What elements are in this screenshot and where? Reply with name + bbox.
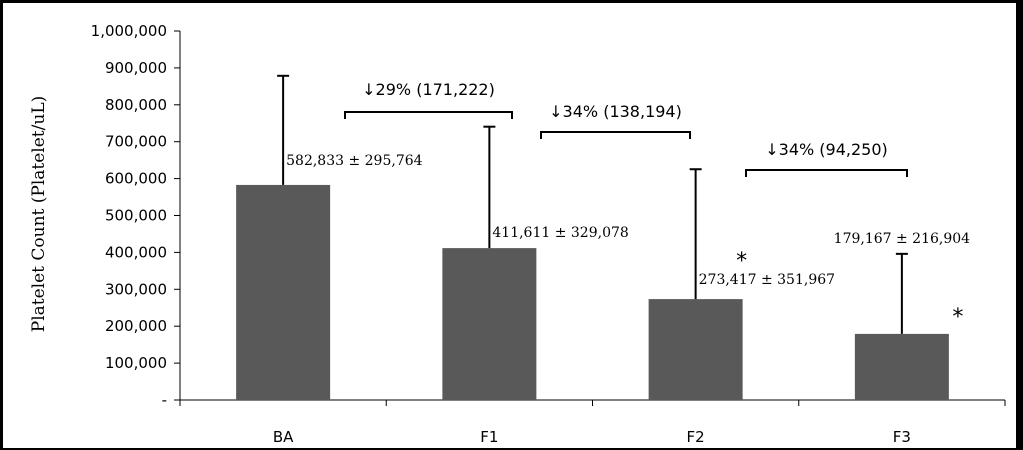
bars — [236, 184, 949, 400]
error-bars — [277, 74, 908, 334]
data-label: 582,833 ± 295,764 — [286, 153, 423, 169]
x-tick-label: F3 — [893, 428, 911, 446]
y-tick-label: 500,000 — [105, 207, 167, 225]
x-tick-label: BA — [273, 428, 294, 446]
y-axis-title: Platelet Count (Platelet/uL) — [29, 96, 49, 332]
y-tick-label: 400,000 — [105, 243, 167, 261]
data-label: 411,611 ± 329,078 — [492, 225, 628, 241]
y-tick-label: 600,000 — [105, 170, 167, 188]
data-label: 273,417 ± 351,967 — [699, 272, 835, 288]
y-tick-label: 300,000 — [105, 280, 167, 298]
bar — [648, 299, 743, 400]
data-labels: 582,833 ± 295,764 411,611 ± 329,078 273,41… — [286, 153, 970, 330]
comparison-label: ↓29% (171,222) — [362, 80, 495, 99]
x-tick-label: F1 — [480, 428, 498, 446]
y-tick-label: 100,000 — [105, 354, 167, 372]
y-tick-label: 1,000,000 — [91, 22, 167, 40]
data-label: 179,167 ± 216,904 — [834, 231, 971, 247]
comparison-label: ↓34% (94,250) — [765, 140, 888, 159]
x-axis: BA F1 F2 F3 — [179, 399, 1006, 446]
y-tick-label: - — [162, 391, 167, 409]
y-tick-label: 200,000 — [105, 317, 167, 335]
bar — [236, 184, 331, 400]
x-tick-label: F2 — [687, 428, 705, 446]
significance-star: * — [736, 249, 747, 274]
y-tick-label: 900,000 — [105, 59, 167, 77]
y-axis: - 100,000 200,000 300,000 400,000 500,000 600,… — [91, 22, 181, 409]
comparison-bracket — [745, 169, 908, 177]
comparison-bracket — [344, 111, 513, 119]
bar — [442, 248, 537, 400]
comparison-bracket — [540, 131, 691, 139]
y-tick-label: 700,000 — [105, 133, 167, 151]
y-tick-label: 800,000 — [105, 96, 167, 114]
comparison-label: ↓34% (138,194) — [549, 102, 682, 121]
significance-star: * — [952, 305, 963, 330]
annotations: ↓29% (171,222) ↓34% (138,194) ↓34% (94,250… — [344, 80, 908, 177]
bar — [854, 333, 949, 400]
